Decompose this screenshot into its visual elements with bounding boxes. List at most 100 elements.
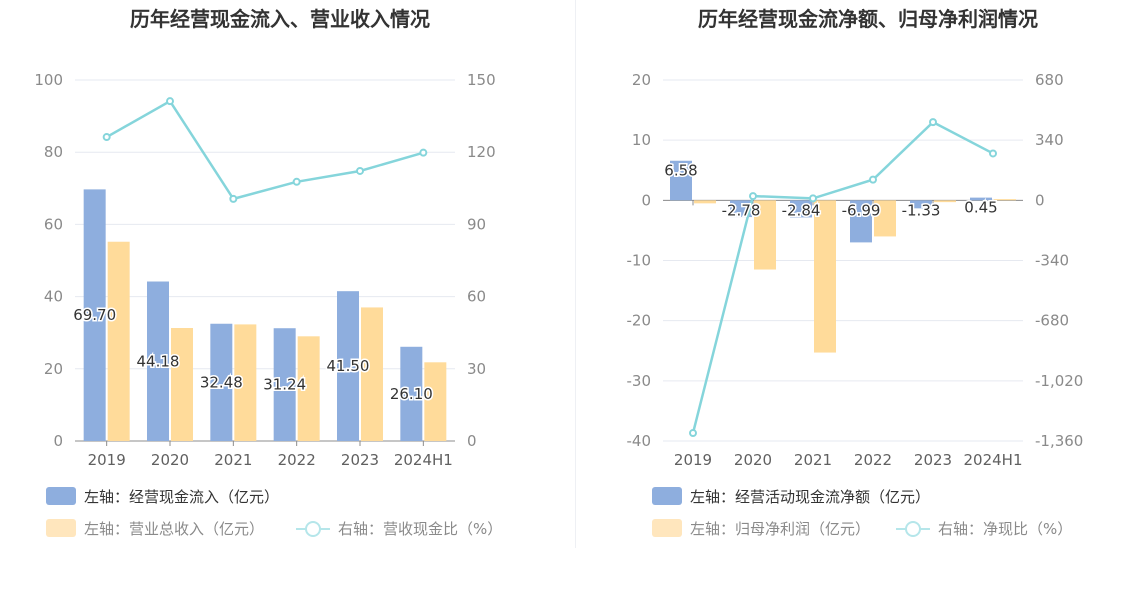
y-left-tick-label: 60 [44, 215, 63, 233]
y-right-tick-label: -1,360 [1035, 432, 1083, 450]
chart-title: 历年经营现金流净额、归母净利润情况 [698, 7, 1038, 31]
y-right-tick-label: -1,020 [1035, 372, 1083, 390]
y-left-tick-label: 10 [632, 131, 651, 149]
x-tick-label: 2020 [734, 451, 772, 469]
panel-divider [575, 0, 576, 548]
bar-primary [273, 328, 296, 441]
x-tick-label: 2020 [151, 451, 189, 469]
legend-label: 左轴：营业总收入（亿元） [84, 520, 264, 538]
y-left-tick-label: -10 [627, 252, 652, 270]
bar-secondary [814, 200, 836, 353]
y-left-tick-label: -40 [627, 432, 652, 450]
data-label: -2.84 [782, 201, 821, 219]
x-tick-label: 2024H1 [394, 451, 453, 469]
legend-label: 右轴：净现比（%） [938, 520, 1072, 538]
y-left-tick-label: 40 [44, 288, 63, 306]
y-right-tick-label: 90 [467, 215, 486, 233]
legend-label: 左轴：经营活动现金流净额（亿元） [690, 488, 930, 506]
bar-primary [790, 200, 812, 218]
bar-secondary [424, 362, 447, 441]
bar-secondary [361, 307, 383, 441]
x-tick-label: 2019 [674, 451, 712, 469]
bar-secondary [994, 199, 1016, 201]
y-left-tick-label: 80 [44, 143, 63, 161]
bar-primary [210, 323, 233, 441]
bar-secondary [694, 200, 716, 204]
bar-secondary [754, 200, 776, 270]
bar-primary [83, 189, 106, 441]
legend-label: 右轴：营收现金比（%） [338, 520, 502, 538]
bar-primary [147, 281, 169, 441]
line-point [809, 194, 817, 203]
line-point [102, 133, 111, 142]
data-label: 41.50 [327, 357, 370, 375]
data-label: -6.99 [842, 201, 881, 219]
y-left-tick-label: 100 [34, 71, 63, 89]
chart-panel-cashflow-revenue: 历年经营现金流入、营业收入情况 0 20 40 60 80 100 0 30 60 90 120 150… [0, 0, 573, 589]
bar-primary [850, 200, 872, 243]
bar-primary [730, 200, 752, 218]
legend-label: 左轴：经营现金流入（亿元） [84, 488, 279, 506]
data-label: -1.33 [902, 201, 941, 219]
bar-secondary [234, 324, 257, 441]
y-right-tick-label: 0 [467, 432, 477, 450]
data-label: 32.48 [200, 373, 243, 391]
line-series [106, 99, 424, 201]
chart-panel-netcash-profit: 历年经营现金流净额、归母净利润情况 -40 -30 -20 -10 0 10 20 -1,360… [578, 0, 1147, 589]
y-right-tick-label: 0 [1035, 191, 1045, 209]
y-left-tick-label: 0 [641, 191, 651, 209]
y-right-tick-label: -340 [1035, 252, 1069, 270]
legend-swatch-bar-secondary [46, 519, 76, 537]
legend-swatch-line-marker [305, 521, 321, 537]
line-point [166, 97, 174, 106]
y-right-tick-label: 340 [1035, 131, 1064, 149]
bar-primary [670, 160, 692, 201]
line-point [356, 166, 364, 175]
y-right-tick-label: 680 [1035, 71, 1064, 89]
line-point [989, 149, 997, 158]
data-label: -2.78 [722, 201, 761, 219]
line-point [689, 429, 697, 438]
y-right-tick-label: 60 [467, 288, 486, 306]
y-left-tick-label: 0 [53, 432, 63, 450]
data-label: 44.18 [137, 352, 180, 370]
y-left-tick-label: -30 [627, 372, 652, 390]
bar-primary [337, 291, 359, 441]
line-point [292, 177, 301, 186]
legend-swatch-bar-secondary [652, 519, 682, 537]
bar-primary [910, 200, 932, 209]
legend-swatch-bar-primary [652, 487, 682, 505]
x-tick-label: 2022 [854, 451, 892, 469]
y-right-tick-label: 30 [467, 360, 486, 378]
x-tick-label: 2022 [278, 451, 316, 469]
legend-label: 左轴：归母净利润（亿元） [690, 520, 870, 538]
data-label: 6.58 [664, 162, 697, 180]
chart-svg: 历年经营现金流入、营业收入情况 0 20 40 60 80 100 0 30 60 90 120 150… [34, 7, 502, 538]
line-point [229, 194, 238, 203]
bar-primary [970, 197, 992, 201]
bar-secondary [874, 200, 896, 237]
y-right-tick-label: 150 [467, 71, 496, 89]
data-label: 69.70 [73, 306, 116, 324]
chart-svg: 历年经营现金流净额、归母净利润情况 -40 -30 -20 -10 0 10 20 -1,360… [627, 7, 1084, 538]
chart-title: 历年经营现金流入、营业收入情况 [130, 7, 430, 31]
x-tick-label: 2023 [914, 451, 952, 469]
y-right-tick-label: -680 [1035, 312, 1069, 330]
x-tick-label: 2021 [214, 451, 252, 469]
data-label: 0.45 [964, 199, 997, 217]
x-tick-label: 2023 [341, 451, 379, 469]
line-point [869, 175, 877, 184]
line-point [929, 118, 937, 127]
x-tick-label: 2019 [88, 451, 126, 469]
bar-secondary [297, 336, 320, 441]
y-left-tick-label: 20 [632, 71, 651, 89]
bar-secondary [171, 328, 193, 441]
y-left-tick-label: -20 [627, 312, 652, 330]
x-tick-label: 2024H1 [964, 451, 1023, 469]
line-series [691, 120, 994, 434]
legend-swatch-line-marker [905, 521, 921, 537]
data-label: 26.10 [390, 385, 433, 403]
bar-secondary [107, 241, 130, 441]
bar-secondary [934, 200, 956, 203]
data-label: 31.24 [263, 376, 306, 394]
